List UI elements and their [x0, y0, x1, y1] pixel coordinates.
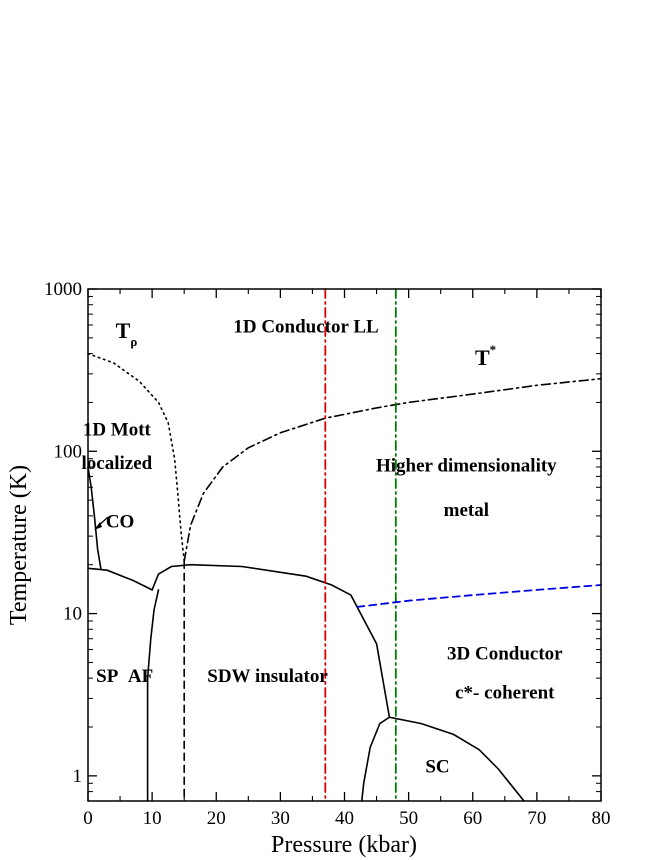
- x-tick-label: 60: [463, 808, 482, 829]
- annotation-4: localized: [82, 453, 153, 474]
- annotation-13: SC: [425, 756, 449, 777]
- annotation-6: metal: [444, 500, 489, 521]
- x-tick-label: 50: [399, 808, 418, 829]
- curve-layer: [87, 288, 602, 802]
- x-tick-label: 80: [592, 808, 611, 829]
- annotation-10: SDW insulator: [207, 666, 328, 687]
- tick-layer: 0 10 20 30 40 50 60 70 80 1 10 100 1000: [44, 279, 611, 829]
- x-tick-label: 30: [271, 808, 290, 829]
- co-pointer-arrowhead: [94, 522, 102, 530]
- series-line-3: [151, 563, 391, 718]
- series-line-1: [183, 377, 602, 563]
- series-line-7: [361, 716, 525, 802]
- annotation-11: 3D Conductor: [447, 644, 563, 665]
- series-line-0: [87, 352, 185, 563]
- annotation-3: 1D Mott: [83, 420, 152, 441]
- x-tick-label: 40: [335, 808, 354, 829]
- annotation-superscript: *: [490, 342, 497, 357]
- annotation-7: CO: [106, 511, 135, 532]
- series-line-5: [87, 466, 102, 570]
- series-line-10: [356, 584, 602, 608]
- y-tick-label: 100: [54, 441, 83, 462]
- x-tick-label: 0: [83, 808, 93, 829]
- x-tick-label: 10: [143, 808, 162, 829]
- annotation-0: Tρ: [116, 318, 138, 349]
- x-tick-label: 70: [527, 808, 546, 829]
- x-tick-label: 20: [207, 808, 226, 829]
- y-tick-label: 10: [63, 604, 82, 625]
- x-axis-title: Pressure (kbar): [271, 832, 417, 858]
- series-line-2: [87, 567, 153, 591]
- axes-layer: [87, 288, 602, 802]
- y-tick-label: 1: [73, 766, 83, 787]
- annotation-12: c*- coherent: [455, 682, 555, 703]
- annotation-5: Higher dimensionality: [376, 456, 557, 477]
- y-tick-label: 1000: [44, 279, 82, 300]
- plot-frame: [87, 288, 602, 802]
- annotation-subscript: ρ: [130, 334, 137, 349]
- annotation-2: T*: [475, 342, 496, 370]
- y-axis-title: Temperature (K): [6, 465, 32, 625]
- annotation-9: AF: [128, 666, 153, 687]
- annotation-1: 1D Conductor LL: [233, 316, 378, 337]
- series-line-4: [146, 589, 160, 802]
- annotation-8: SP: [96, 666, 119, 687]
- annotation-layer: Tρ 1D Conductor LL T* 1D Mott localized Highe…: [82, 316, 564, 777]
